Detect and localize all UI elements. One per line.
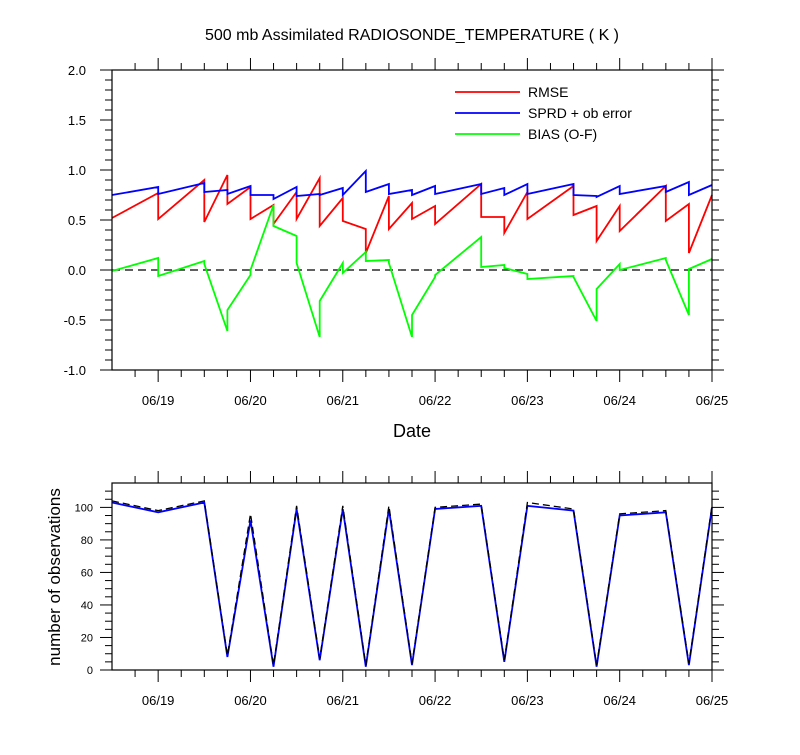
y-tick-label: 2.0 xyxy=(68,63,86,78)
top-panel: 500 mb Assimilated RADIOSONDE_TEMPERATUR… xyxy=(64,27,729,441)
y-tick-label: 1.0 xyxy=(68,163,86,178)
bottom-series-group xyxy=(111,500,713,667)
y-tick-label: -0.5 xyxy=(64,313,86,328)
obs-line-possible xyxy=(111,500,713,666)
obs-line-assimilated xyxy=(111,501,713,667)
y-tick-label: 0.5 xyxy=(68,213,86,228)
x-tick-label: 06/20 xyxy=(234,393,267,408)
x-tick-label: 06/21 xyxy=(326,393,359,408)
x-tick-label: 06/22 xyxy=(419,693,452,708)
x-tick-label: 06/24 xyxy=(603,393,636,408)
x-tick-label: 06/20 xyxy=(234,693,267,708)
chart-title: 500 mb Assimilated RADIOSONDE_TEMPERATUR… xyxy=(205,27,619,44)
x-tick-label: 06/25 xyxy=(696,693,729,708)
y-tick-label: 0 xyxy=(87,665,93,677)
y-tick-label: -1.0 xyxy=(64,363,86,378)
y-tick-label: 60 xyxy=(81,567,93,579)
x-tick-label: 06/22 xyxy=(419,393,452,408)
top-ticks-group: 06/19 06/20 06/21 06/22 06/23 06/24 06/25 2.0 1.… xyxy=(64,58,729,408)
x-tick-label: 06/24 xyxy=(603,693,636,708)
bottom-plot-frame xyxy=(111,482,713,671)
y-tick-label: 1.5 xyxy=(68,113,86,128)
x-axis-label: Date xyxy=(393,421,431,441)
x-tick-label: 06/25 xyxy=(696,393,729,408)
legend-label-sprd-ob-error: SPRD + ob error xyxy=(528,105,632,121)
legend-label-bias-o-f: BIAS (O-F) xyxy=(528,126,597,142)
x-tick-label: 06/19 xyxy=(142,693,175,708)
y-tick-label: 40 xyxy=(81,600,93,612)
series-line-bias-o-f xyxy=(111,204,713,338)
y-tick-label: 80 xyxy=(81,535,93,547)
series-line-sprd-ob-error xyxy=(111,168,713,201)
x-tick-label: 06/21 xyxy=(326,693,359,708)
y-axis-label: number of observations xyxy=(45,488,64,666)
bottom-panel: 06/19 06/20 06/21 06/22 06/23 06/24 06/25 100 80… xyxy=(45,471,728,708)
y-tick-label: 100 xyxy=(75,502,93,514)
bottom-ticks-group: 06/19 06/20 06/21 06/22 06/23 06/24 06/25 100 80… xyxy=(75,471,729,708)
x-tick-label: 06/23 xyxy=(511,693,544,708)
series-line-rmse xyxy=(111,174,713,254)
y-tick-label: 0.0 xyxy=(68,263,86,278)
y-tick-label: 20 xyxy=(81,632,93,644)
top-series-group xyxy=(111,168,713,338)
legend: RMSE SPRD + ob error BIAS (O-F) xyxy=(455,84,632,142)
legend-label-rmse: RMSE xyxy=(528,84,568,100)
x-tick-label: 06/23 xyxy=(511,393,544,408)
x-tick-label: 06/19 xyxy=(142,393,175,408)
